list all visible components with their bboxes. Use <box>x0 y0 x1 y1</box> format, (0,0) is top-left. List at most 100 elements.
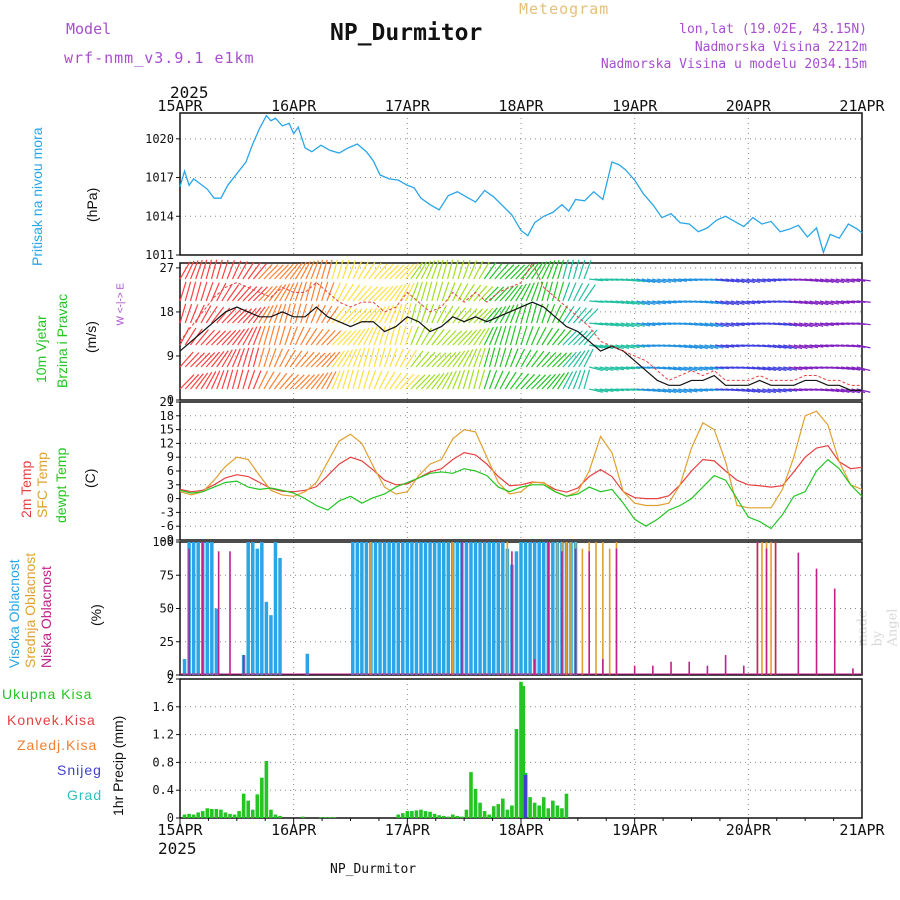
wind-barb <box>315 259 324 280</box>
wind-barb <box>452 259 459 280</box>
wind-barb <box>441 259 449 280</box>
wind-barb <box>625 322 640 328</box>
wind-barb <box>715 278 730 282</box>
wind-barb <box>242 261 255 280</box>
precip-bar <box>478 802 482 818</box>
wind-barb <box>373 326 382 346</box>
wind-barb <box>567 351 582 368</box>
wind-barb <box>662 388 677 394</box>
wind-barb <box>756 366 771 371</box>
wind-barb <box>762 366 777 372</box>
wind-barb <box>305 327 318 346</box>
wind-barb <box>704 366 719 370</box>
wind-barb <box>231 369 239 390</box>
wind-barb <box>546 260 556 280</box>
wind-barb <box>305 373 320 390</box>
wind-barb <box>378 347 386 368</box>
wind-barb <box>347 260 356 280</box>
wind-barb <box>478 307 494 324</box>
wind-barb <box>289 282 299 302</box>
date-label-top: 18APR <box>498 97 544 115</box>
wind-barb <box>294 374 310 390</box>
wind-barb <box>399 349 411 368</box>
wind-barb <box>846 366 861 371</box>
cloud-bar <box>756 542 759 675</box>
wind-barb <box>488 347 496 368</box>
wind-barb <box>205 306 218 324</box>
wind-barb <box>184 303 193 324</box>
wind-barb <box>336 330 352 346</box>
wind-barb <box>846 300 861 304</box>
wind-barb <box>483 307 498 324</box>
wind-barb <box>809 278 824 283</box>
wind-barb <box>746 366 761 370</box>
wind-barb <box>625 344 640 349</box>
wind-barb <box>515 264 530 280</box>
y-tick-label: -3 <box>160 505 174 519</box>
wind-barb <box>473 260 484 280</box>
wind-barb <box>678 388 693 393</box>
wind-barb <box>851 344 866 349</box>
wind-barb <box>357 327 370 346</box>
cloud-bar <box>688 661 691 675</box>
wind-barb <box>604 366 619 371</box>
wind-barb <box>258 286 273 302</box>
wind-barb <box>478 347 486 368</box>
wind-barb <box>431 352 447 368</box>
wind-barb <box>415 303 423 324</box>
wind-barb <box>252 347 260 368</box>
precip-bar <box>260 777 264 818</box>
wind-barb <box>263 264 279 280</box>
wind-barb <box>856 300 871 303</box>
precip-bar <box>455 815 460 818</box>
wind-barb <box>578 259 586 280</box>
wind-barb <box>509 325 517 346</box>
precip-bar <box>451 814 455 818</box>
wind-barb <box>589 366 603 372</box>
wind-barb <box>315 281 323 302</box>
wind-barb <box>489 286 505 302</box>
precip-bar <box>482 811 487 818</box>
wind-barb <box>520 283 531 302</box>
cloud-bar <box>391 542 396 675</box>
date-label-bottom: 19APR <box>612 821 658 839</box>
wind-barb <box>762 278 777 282</box>
wind-barb <box>247 286 263 302</box>
wind-barb <box>572 259 580 280</box>
wind-barb <box>405 263 419 280</box>
wind-barb <box>389 284 403 302</box>
wind-barb <box>326 330 342 346</box>
precip-bar <box>205 808 210 818</box>
wind-barb <box>520 373 536 390</box>
cloud-bar <box>565 542 568 675</box>
wind-barb <box>305 260 315 280</box>
wind-barb <box>426 260 436 280</box>
wind-barb <box>352 308 368 324</box>
wind-barb <box>205 351 220 368</box>
cloud-bar <box>305 653 310 675</box>
wind-barb <box>342 329 357 346</box>
wind-barb <box>226 329 241 346</box>
wind-barb <box>552 352 568 368</box>
wind-barb <box>525 303 533 324</box>
model-label: Model <box>66 20 112 38</box>
wind-barb <box>783 344 797 350</box>
wind-barb <box>347 284 361 302</box>
cloud-bar <box>528 542 532 675</box>
wind-barb <box>678 366 693 372</box>
wind-barb <box>446 259 454 280</box>
wind-barb <box>594 388 609 393</box>
wind-barb <box>221 283 233 302</box>
wind-barb <box>268 304 278 324</box>
wind-barb <box>321 371 333 390</box>
wind-barb <box>777 344 792 350</box>
cloud-bar <box>556 542 559 675</box>
cloud-bar <box>364 542 369 675</box>
y-tick-label: 0 <box>167 492 174 506</box>
cloud-bar <box>724 655 727 675</box>
wind-barb <box>688 344 703 350</box>
y-tick-label: 1.6 <box>152 700 174 714</box>
cloud-bar <box>242 655 245 675</box>
y-tick-label: 3 <box>167 478 174 492</box>
wind-barb <box>321 259 328 280</box>
